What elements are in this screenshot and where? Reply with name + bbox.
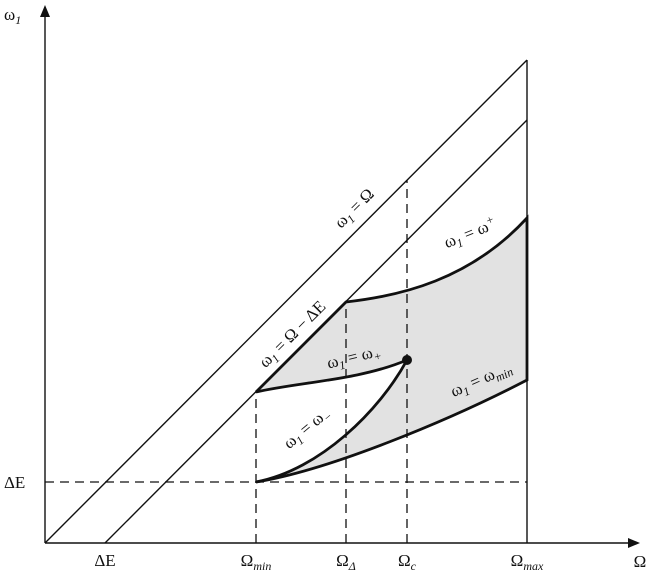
region-outline [255, 214, 529, 484]
label-part: ω [325, 351, 340, 372]
x-axis-label: Ω [634, 552, 647, 571]
label-part: min [253, 559, 271, 572]
label-part: ΔE [4, 473, 25, 492]
x-tick-label: ΔE [94, 551, 115, 570]
label-part: c [411, 559, 417, 572]
label-part: 1 [461, 384, 472, 399]
x-tick-label: Ωc [398, 551, 417, 572]
curve-label: ω1 = ω− [279, 403, 335, 455]
x-arrow [628, 538, 640, 548]
label-part: max [523, 559, 544, 572]
y-axis-label: ω1 [4, 5, 21, 27]
label-part: Δ [348, 559, 356, 572]
line-omega [44, 59, 528, 544]
shaded-region [256, 218, 527, 482]
label-part: min [493, 364, 515, 384]
label-part: + [372, 349, 383, 365]
x-tick-label: ΩΔ [336, 551, 356, 572]
label-part: 1 [338, 358, 347, 373]
label-part: Ω [634, 552, 647, 571]
curve-label: ω1 = Ω [330, 184, 379, 233]
label-part: Ω [511, 551, 524, 570]
y-arrow [40, 5, 50, 17]
label-part: Ω [336, 551, 349, 570]
label-part: ω [4, 5, 15, 24]
label-part: Ω [241, 551, 254, 570]
label-part: Ω [398, 551, 411, 570]
y-tick-label: ΔE [4, 473, 25, 492]
point-c [402, 355, 412, 365]
x-tick-label: Ωmax [511, 551, 544, 572]
label-part: 1 [15, 13, 21, 27]
curve-label: ω1 = ω+ [440, 212, 500, 255]
label-part: 1 [454, 235, 465, 250]
label-part: ΔE [94, 551, 115, 570]
x-tick-label: Ωmin [241, 551, 272, 572]
